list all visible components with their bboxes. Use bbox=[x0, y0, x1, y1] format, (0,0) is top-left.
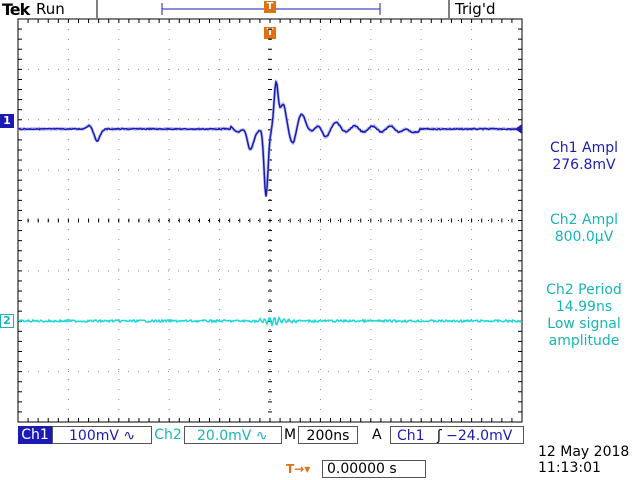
horizontal-position-value: 0.00000 s bbox=[327, 461, 397, 477]
ch1-scale: 100mV bbox=[69, 428, 119, 444]
ch2-waveform bbox=[17, 315, 523, 328]
trigger-state: Trig'd bbox=[455, 0, 496, 18]
measurement-label: Ch2 Period bbox=[546, 282, 622, 298]
horizontal-position-box[interactable]: 0.00000 s bbox=[322, 460, 426, 478]
ch1-indicator[interactable]: Ch1 bbox=[18, 426, 52, 444]
timebase-box[interactable]: 200ns bbox=[298, 426, 358, 444]
measurement-ch2-ampl: Ch2 Ampl 800.0µV bbox=[528, 212, 640, 246]
measurement-value: 800.0µV bbox=[554, 229, 614, 245]
ch1-waveform bbox=[17, 79, 522, 197]
trigger-source: Ch1 bbox=[397, 428, 425, 444]
measurement-label: Ch1 Ampl bbox=[550, 140, 618, 156]
measurement-label: Ch2 Ampl bbox=[550, 212, 618, 228]
timebase-label: M bbox=[284, 427, 297, 443]
measurement-value: 14.99ns bbox=[555, 299, 613, 315]
ch2-scale-box[interactable]: 20.0mV ∿ bbox=[184, 426, 282, 444]
trigger-label: A bbox=[372, 427, 382, 443]
measurement-ch2-period: Ch2 Period 14.99ns Low signal amplitude bbox=[528, 282, 640, 350]
rising-slope-icon: ʃ bbox=[437, 428, 442, 444]
trigger-offset-icon: T→▾ bbox=[286, 462, 311, 476]
run-state: Run bbox=[36, 0, 65, 18]
ac-coupling-icon: ∿ bbox=[255, 428, 268, 444]
timebase-value: 200ns bbox=[306, 428, 350, 444]
measurement-warning: amplitude bbox=[548, 333, 620, 349]
ch2-ground-marker[interactable]: 2 bbox=[0, 314, 14, 328]
brand-logo: Tek bbox=[2, 0, 30, 19]
measurement-warning: Low signal bbox=[547, 316, 621, 332]
ch1-ground-marker[interactable]: 1 bbox=[0, 114, 14, 128]
trigger-box[interactable]: Ch1 ʃ −24.0mV bbox=[390, 426, 524, 444]
ch2-scale: 20.0mV bbox=[197, 428, 252, 444]
ch2-indicator[interactable]: Ch2 bbox=[154, 427, 182, 443]
ac-coupling-icon: ∿ bbox=[123, 428, 136, 444]
trigger-level: −24.0mV bbox=[446, 428, 513, 444]
ch1-scale-box[interactable]: 100mV ∿ bbox=[52, 426, 152, 444]
date-text: 12 May 2018 bbox=[538, 444, 630, 460]
time-text: 11:13:01 bbox=[538, 460, 601, 476]
trigger-position-marker[interactable]: T bbox=[264, 27, 276, 39]
trigger-position-top-marker[interactable]: T bbox=[264, 1, 276, 13]
ch1-offset-arrow bbox=[515, 124, 522, 134]
measurement-ch1-ampl: Ch1 Ampl 276.8mV bbox=[528, 140, 640, 174]
measurement-value: 276.8mV bbox=[552, 157, 616, 173]
